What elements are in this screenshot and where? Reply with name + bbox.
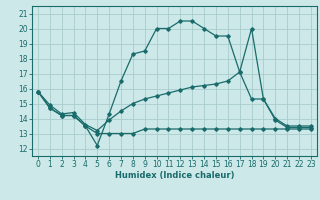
- X-axis label: Humidex (Indice chaleur): Humidex (Indice chaleur): [115, 171, 234, 180]
